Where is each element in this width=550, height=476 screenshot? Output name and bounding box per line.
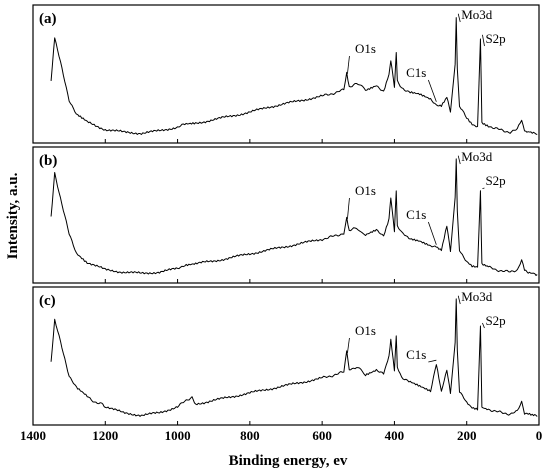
peak-leader-line	[482, 34, 485, 47]
peak-label-mo3d: Mo3d	[461, 7, 493, 22]
peak-leader-line	[428, 359, 437, 363]
panel-frame	[32, 286, 540, 426]
peak-label-c1s: C1s	[406, 207, 426, 222]
peak-leader-line	[457, 295, 461, 305]
x-tick-label: 0	[536, 428, 543, 443]
peak-label-s2p: S2p	[485, 173, 505, 188]
panel-2: (b) O1s C1s Mo3d S2p	[32, 146, 540, 284]
x-tick-label: 1000	[165, 428, 191, 443]
peak-label-o1s: O1s	[355, 323, 376, 338]
peak-leader-line	[427, 79, 437, 102]
peak-leader-line	[457, 13, 461, 23]
panel-frame	[32, 4, 540, 144]
peak-label-mo3d: Mo3d	[461, 289, 493, 304]
x-axis: 1400 1200 1000 800 600 400 200 0	[20, 139, 542, 443]
x-tick-label: 1200	[92, 428, 118, 443]
peak-leader-line	[347, 55, 350, 74]
panel-1: (a) O1s C1s Mo3d S2p	[32, 4, 540, 144]
spectrum-line	[50, 158, 538, 276]
panel-label: (c)	[39, 293, 56, 309]
peak-leader-line	[482, 187, 485, 189]
x-tick-label: 1400	[20, 428, 46, 443]
peak-label-mo3d: Mo3d	[461, 149, 493, 164]
peak-label-c1s: C1s	[406, 347, 426, 362]
spectrum-line	[50, 298, 538, 417]
peak-leader-line	[347, 197, 350, 219]
panel-frame	[32, 146, 540, 284]
x-axis-title: Binding energy, ev	[229, 453, 348, 469]
x-tick-label: 600	[312, 428, 332, 443]
peak-label-o1s: O1s	[355, 183, 376, 198]
y-axis-title: Intensity, a.u.	[5, 172, 21, 259]
peak-leader-line	[482, 322, 485, 329]
peak-label-s2p: S2p	[485, 313, 505, 328]
peak-label-c1s: C1s	[406, 65, 426, 80]
x-tick-label: 400	[385, 428, 405, 443]
peak-leader-line	[427, 221, 437, 245]
peak-label-o1s: O1s	[355, 41, 376, 56]
peak-leader-line	[347, 337, 350, 354]
peak-label-s2p: S2p	[485, 31, 505, 46]
spectrum-line	[50, 17, 538, 135]
peak-leader-line	[457, 155, 461, 165]
x-tick-label: 800	[240, 428, 260, 443]
panel-label: (a)	[39, 11, 57, 27]
panel-label: (b)	[39, 153, 57, 169]
panel-3: (c) O1s C1s Mo3d S2p	[32, 286, 540, 426]
panels-layer: (a) O1s C1s Mo3d S2p (b) O1s C1s Mo3d S2p (c) O1s C1…	[32, 4, 540, 426]
x-tick-label: 200	[457, 428, 477, 443]
